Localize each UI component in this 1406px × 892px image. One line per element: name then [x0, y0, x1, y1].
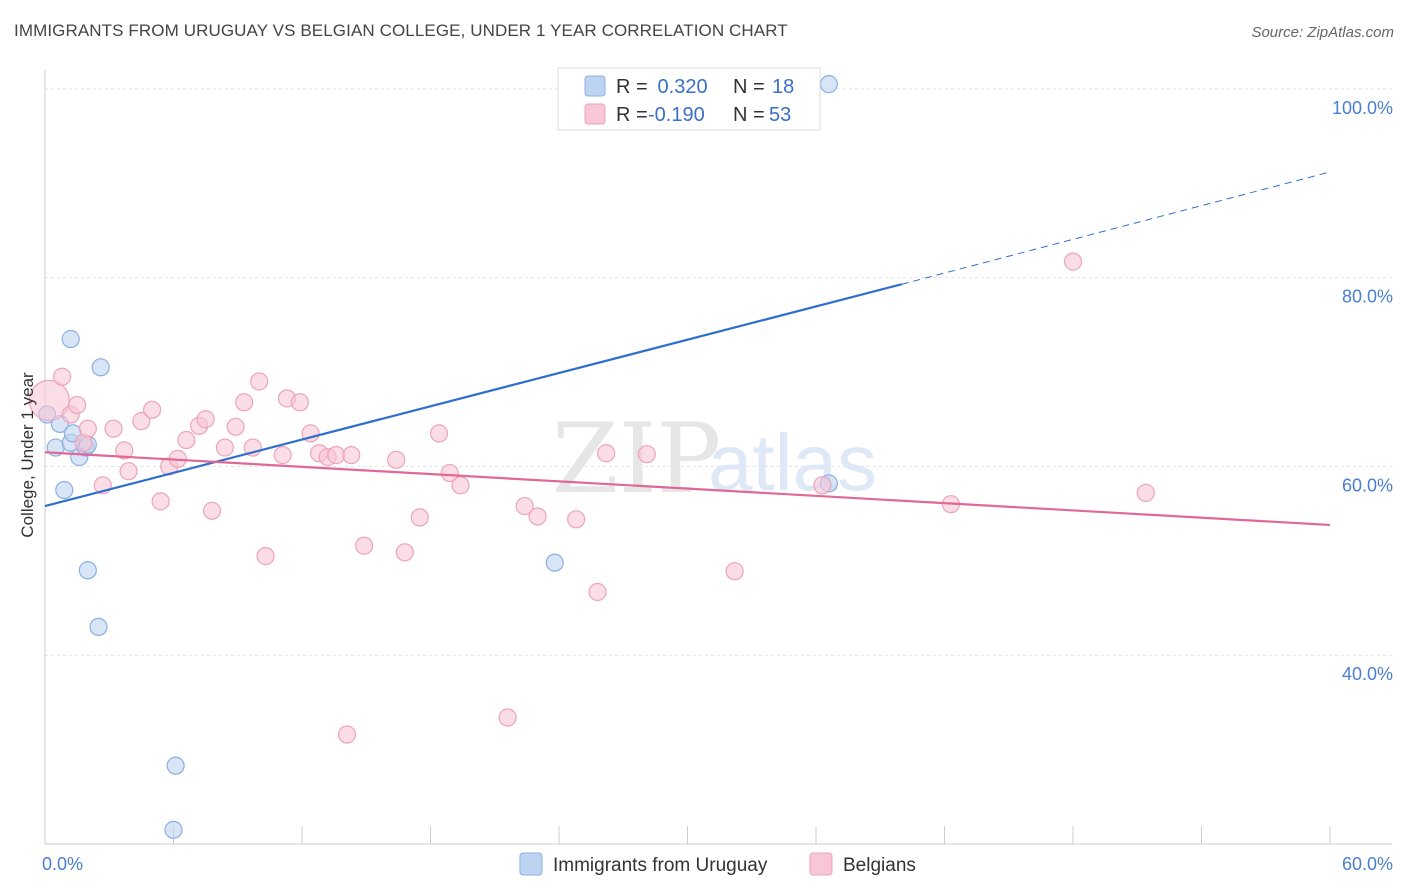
belgians-point-35 — [387, 450, 406, 469]
belgians-point-48 — [725, 562, 744, 581]
belgians-point-11 — [142, 400, 162, 419]
series-label-uruguay: Immigrants from Uruguay — [553, 855, 768, 876]
belgians-point-21 — [235, 393, 254, 412]
belgians-point-34 — [337, 725, 357, 744]
belgians-point-25 — [273, 446, 292, 465]
belgians-point-49 — [813, 476, 832, 495]
belgians-point-33 — [355, 536, 374, 555]
y-tick-label-2: 60.0% — [1342, 475, 1393, 495]
series-swatch-belgians — [809, 852, 833, 876]
belgians-point-46 — [597, 444, 616, 463]
y-tick-label-3: 40.0% — [1342, 664, 1393, 684]
belgians-point-5 — [78, 419, 97, 438]
belgians-point-32 — [342, 446, 361, 465]
uruguay-trend-line — [44, 283, 902, 508]
legend-n-label-2: N = — [733, 104, 765, 126]
belgians-point-47 — [637, 445, 656, 464]
uruguay-point-3 — [55, 480, 74, 500]
belgians-point-9 — [119, 462, 138, 481]
belgians-point-41 — [498, 708, 517, 727]
x-tick-label-1: 60.0% — [1342, 854, 1393, 874]
legend-n-label-1: N = — [733, 76, 765, 98]
belgians-point-44 — [567, 510, 586, 529]
correlation-legend: R = 0.320 N = 18 R = -0.190 N = 53 — [557, 67, 821, 131]
uruguay-point-14 — [164, 820, 183, 839]
watermark-zip: ZIP — [552, 403, 721, 515]
belgians-point-37 — [410, 508, 429, 527]
legend-swatch-pink — [584, 103, 606, 125]
uruguay-point-4 — [61, 329, 80, 349]
x-tick-label-0: 0.0% — [42, 854, 83, 874]
chart-title: IMMIGRANTS FROM URUGUAY VS BELGIAN COLLE… — [14, 21, 788, 40]
belgians-point-15 — [177, 430, 196, 450]
belgians-point-20 — [226, 417, 245, 436]
belgians-point-40 — [451, 476, 470, 495]
legend-n-value-1: 18 — [772, 76, 794, 98]
belgians-point-12 — [151, 492, 170, 511]
y-axis-label: College, Under 1 year — [18, 372, 37, 538]
series-label-belgians: Belgians — [843, 855, 916, 876]
belgians-point-3 — [68, 395, 87, 415]
belgians-point-0 — [28, 379, 70, 421]
y-tick-label-0: 100.0% — [1332, 98, 1393, 118]
belgians-point-8 — [115, 441, 134, 460]
axes — [44, 70, 1392, 845]
belgians-point-36 — [395, 543, 414, 562]
series-legend: Immigrants from Uruguay Belgians — [519, 852, 916, 876]
gridlines — [45, 88, 1392, 656]
legend-r-label-2: R = — [616, 104, 648, 126]
belgians-point-27 — [290, 393, 309, 412]
belgians-point-43 — [528, 507, 547, 526]
legend-r-value-2: -0.190 — [648, 104, 705, 126]
uruguay-point-12 — [91, 358, 110, 377]
legend-r-value-1: 0.320 — [652, 76, 708, 98]
legend-swatch-blue — [584, 75, 606, 97]
series-swatch-uruguay — [519, 852, 543, 876]
belgians-point-10 — [132, 412, 151, 431]
legend-n-value-2: 53 — [769, 104, 791, 126]
belgians-trend-line — [44, 451, 1331, 527]
uruguay-trend-extension — [901, 171, 1331, 285]
uruguay-point-10 — [78, 561, 97, 580]
belgians-point-23 — [250, 372, 269, 391]
y-tick-label-1: 80.0% — [1342, 287, 1393, 307]
uruguay-point-11 — [89, 617, 108, 637]
uruguay-point-13 — [166, 756, 185, 775]
belgians-point-1 — [53, 367, 72, 386]
uruguay-point-15 — [545, 553, 564, 572]
belgians-point-39 — [440, 463, 459, 483]
belgians-point-7 — [104, 419, 123, 438]
uruguay-point-16 — [819, 75, 838, 94]
trend-lines — [44, 171, 1331, 527]
belgians-point-45 — [588, 582, 607, 602]
belgians-point-24 — [256, 547, 275, 566]
belgians-point-38 — [429, 424, 449, 443]
belgians-point-19 — [215, 438, 234, 457]
belgians-point-18 — [202, 501, 222, 520]
source-credit: Source: ZipAtlas.com — [1251, 24, 1394, 41]
belgians-point-17 — [196, 410, 215, 429]
belgians-point-51 — [1063, 252, 1083, 271]
tick-labels: 100.0% 80.0% 60.0% 40.0% 0.0% 60.0% — [42, 98, 1393, 874]
legend-r-label-1: R = — [616, 76, 648, 98]
belgians-point-52 — [1136, 483, 1155, 502]
belgians-point-42 — [515, 496, 534, 516]
